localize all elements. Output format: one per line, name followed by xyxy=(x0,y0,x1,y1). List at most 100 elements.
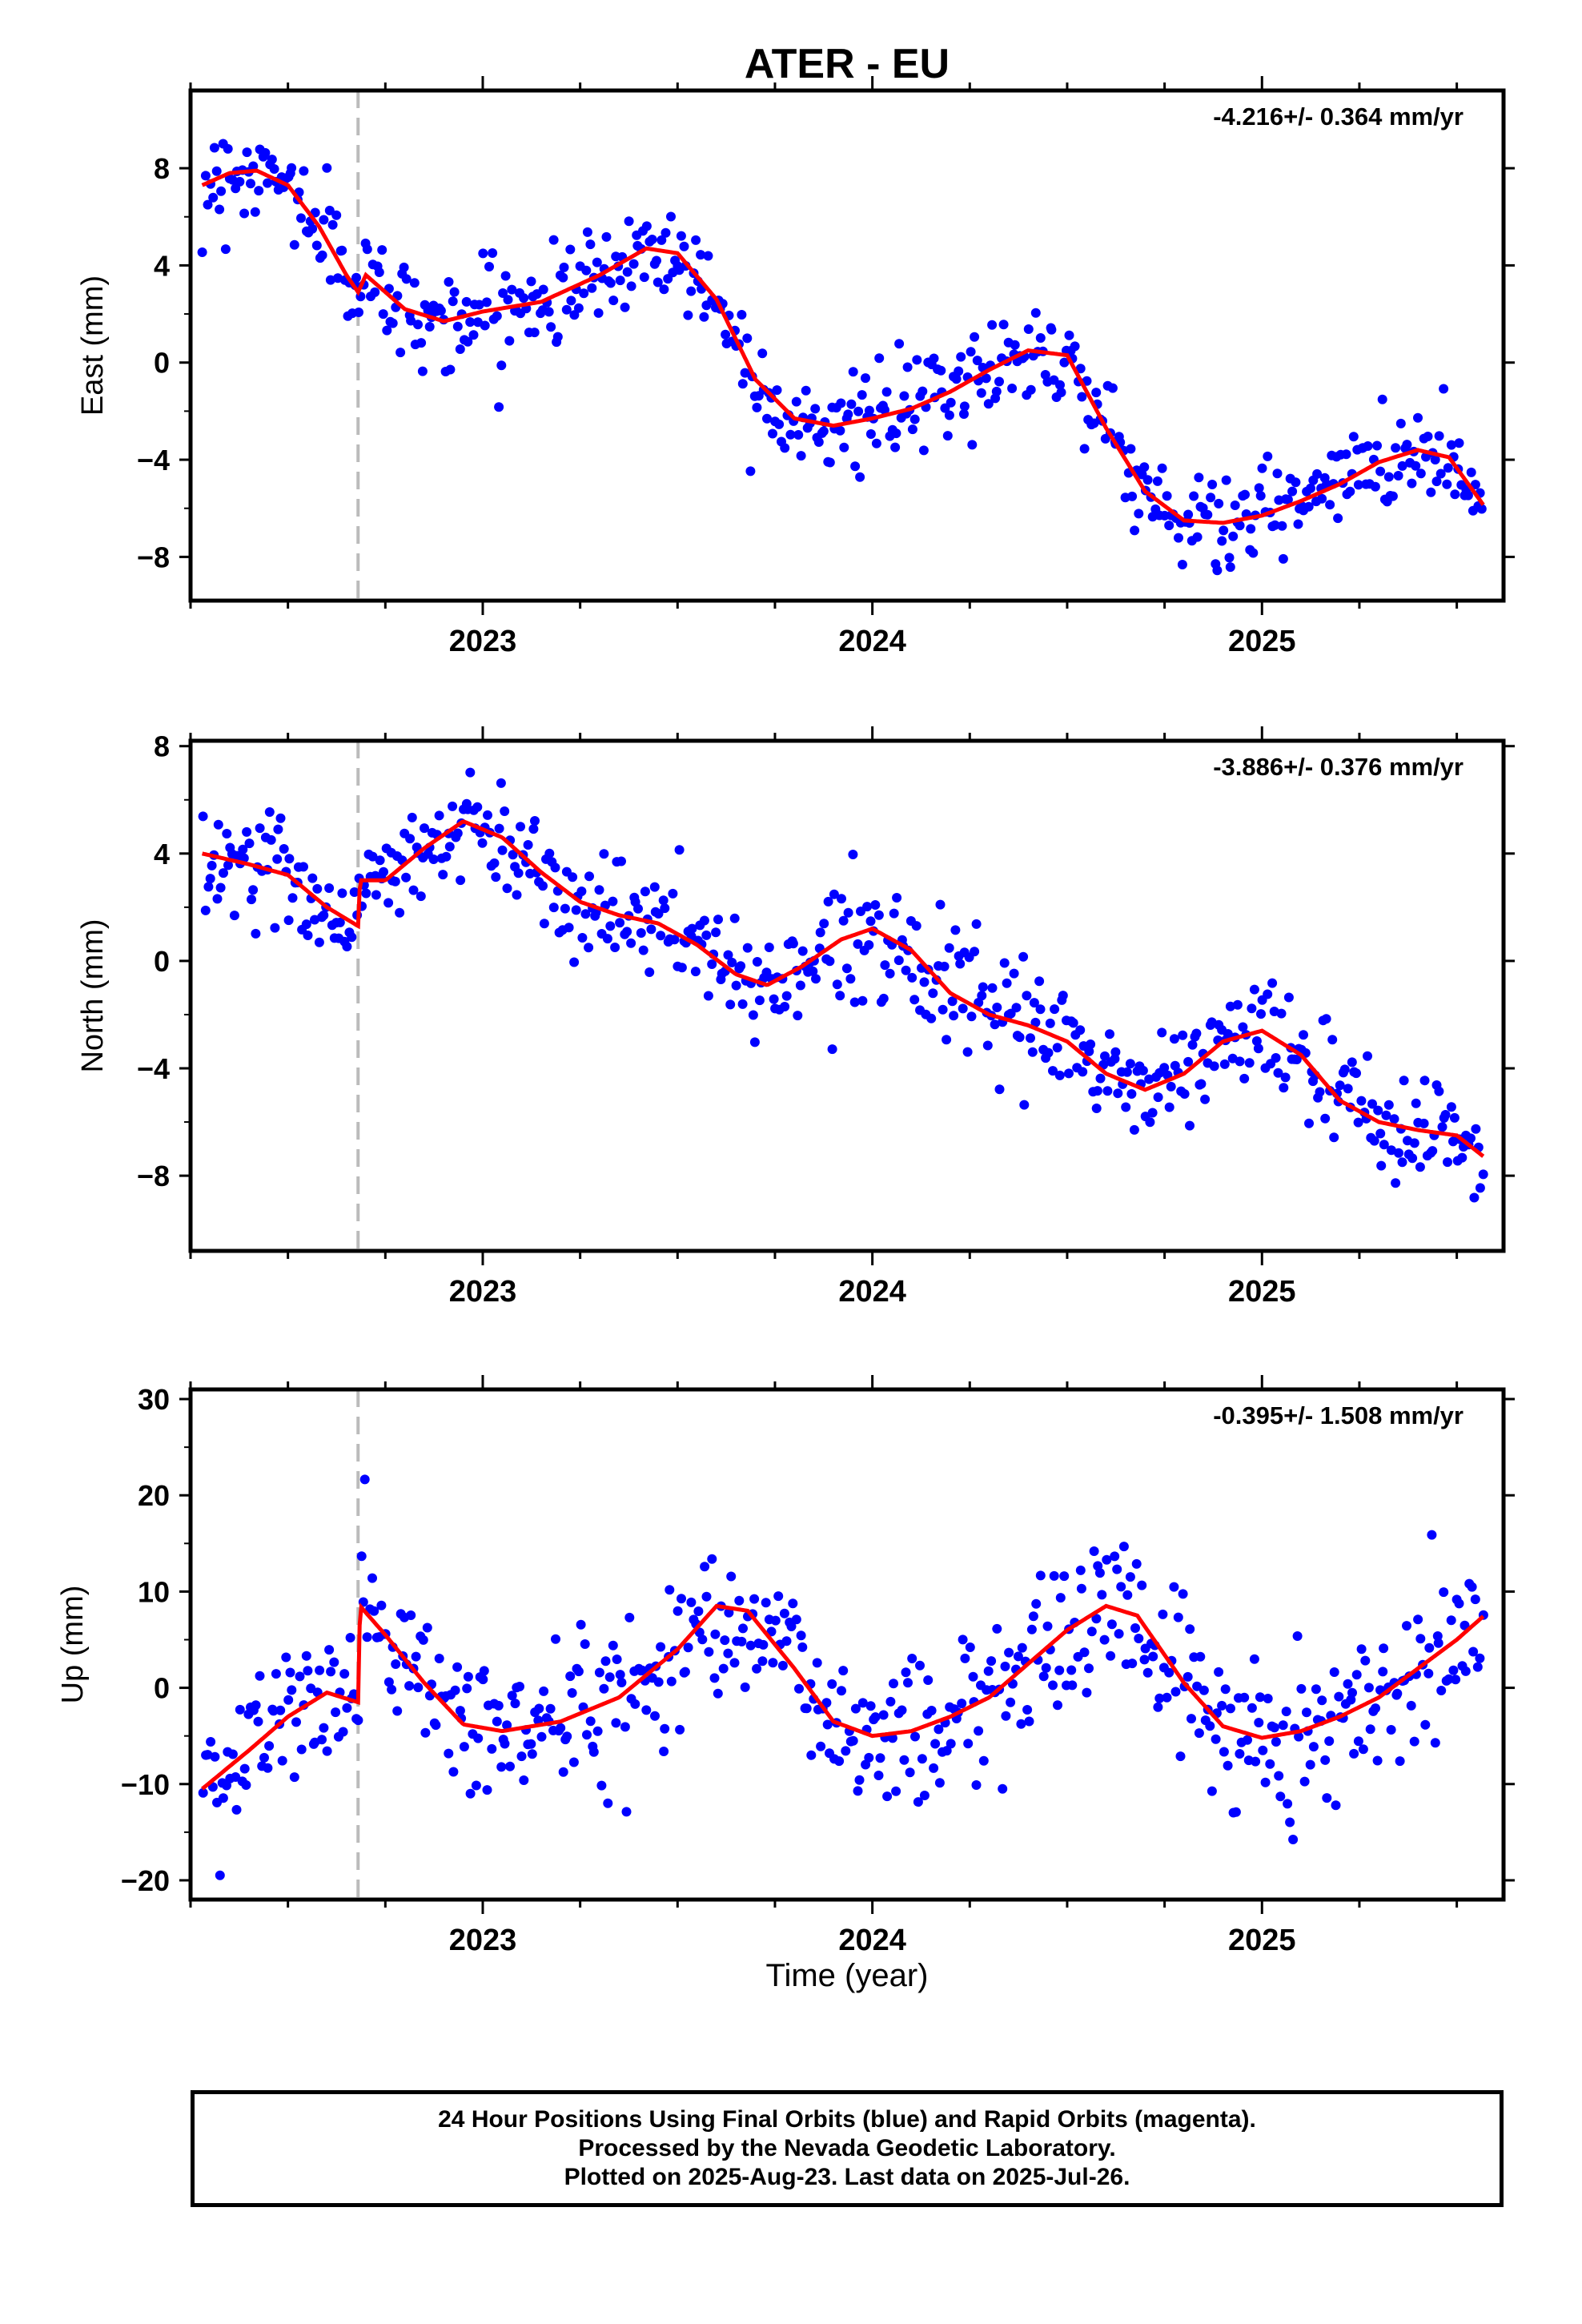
data-point xyxy=(491,872,501,883)
data-point xyxy=(641,1705,652,1715)
data-point xyxy=(1137,1580,1147,1590)
data-point xyxy=(1045,1018,1055,1028)
data-point xyxy=(536,1731,547,1742)
data-point xyxy=(482,1785,492,1795)
data-point xyxy=(926,1013,937,1023)
data-point xyxy=(299,862,308,872)
data-point xyxy=(406,316,416,326)
data-point xyxy=(713,1688,723,1699)
data-point xyxy=(296,213,306,223)
data-point xyxy=(721,329,731,340)
data-point xyxy=(1415,1634,1426,1644)
data-point xyxy=(1353,480,1363,490)
data-point xyxy=(401,872,412,883)
data-point xyxy=(793,430,804,440)
data-point xyxy=(1278,1720,1288,1731)
data-point xyxy=(337,245,347,255)
data-point xyxy=(424,322,435,332)
plot-frame xyxy=(188,1387,1506,1902)
y-tick-label: 8 xyxy=(154,730,170,763)
data-point xyxy=(1432,1631,1443,1641)
data-point xyxy=(436,306,446,316)
data-point xyxy=(289,239,299,250)
data-point xyxy=(1258,1745,1268,1755)
data-point xyxy=(448,296,458,307)
data-point xyxy=(1105,1029,1114,1039)
data-point xyxy=(197,247,207,257)
data-point xyxy=(615,275,625,286)
data-point xyxy=(1091,1614,1102,1624)
data-point xyxy=(699,312,709,322)
data-point xyxy=(893,955,904,966)
data-point xyxy=(208,192,219,203)
data-point xyxy=(401,274,412,284)
data-point xyxy=(1030,1017,1041,1027)
data-point xyxy=(848,1735,858,1746)
data-point xyxy=(669,935,680,945)
data-point xyxy=(944,410,954,420)
data-point xyxy=(198,1787,208,1798)
data-point xyxy=(592,257,602,267)
data-point xyxy=(934,1778,945,1788)
x-tick-label: 2025 xyxy=(1228,625,1296,658)
data-point xyxy=(889,1679,898,1689)
data-point xyxy=(1001,1711,1011,1721)
data-point xyxy=(577,933,588,943)
data-point xyxy=(1435,468,1446,479)
data-point xyxy=(1347,1057,1357,1068)
data-point xyxy=(813,437,824,447)
data-point xyxy=(646,924,656,935)
data-point xyxy=(1423,1668,1434,1679)
data-point xyxy=(1324,1736,1335,1747)
data-point xyxy=(1191,1028,1202,1039)
data-point xyxy=(444,277,454,287)
data-point xyxy=(1049,1570,1059,1581)
data-point xyxy=(1013,1651,1023,1662)
data-point xyxy=(480,320,490,331)
data-point xyxy=(215,204,225,215)
data-point xyxy=(1287,486,1298,497)
data-point xyxy=(1196,1079,1207,1089)
data-point xyxy=(494,402,504,412)
data-point xyxy=(349,887,359,897)
data-point xyxy=(1182,1671,1193,1682)
data-point xyxy=(248,161,259,171)
data-point xyxy=(494,823,504,834)
data-point xyxy=(890,442,901,452)
model-curve xyxy=(201,168,1485,525)
data-point xyxy=(1411,1098,1421,1108)
data-point xyxy=(331,210,342,220)
data-point xyxy=(899,1755,909,1765)
data-point xyxy=(1322,1793,1332,1803)
data-point xyxy=(382,325,392,336)
data-point xyxy=(1125,1059,1135,1069)
data-point xyxy=(1471,1124,1481,1134)
data-point xyxy=(1169,1034,1179,1044)
data-point xyxy=(1335,1080,1345,1091)
data-point xyxy=(644,967,655,977)
data-point xyxy=(951,374,962,384)
data-point xyxy=(870,1712,881,1723)
data-point xyxy=(1211,1734,1221,1744)
data-point xyxy=(691,235,701,245)
data-point xyxy=(677,1594,686,1604)
data-point xyxy=(675,1724,685,1735)
data-point xyxy=(889,908,899,919)
data-point xyxy=(761,967,772,978)
data-point xyxy=(1427,1146,1438,1156)
data-point xyxy=(504,336,515,346)
data-point xyxy=(444,1748,454,1759)
data-point xyxy=(1225,562,1235,573)
data-point xyxy=(579,288,589,299)
data-point xyxy=(962,1047,973,1057)
data-point xyxy=(1339,1064,1350,1075)
data-point xyxy=(244,838,255,849)
y-tick-label: 8 xyxy=(154,152,170,185)
data-point xyxy=(379,866,388,877)
data-point xyxy=(242,826,252,837)
data-point xyxy=(1217,536,1227,546)
data-point xyxy=(241,1780,251,1790)
data-point xyxy=(1173,1612,1183,1622)
data-point xyxy=(808,966,818,976)
data-point xyxy=(500,1739,510,1749)
